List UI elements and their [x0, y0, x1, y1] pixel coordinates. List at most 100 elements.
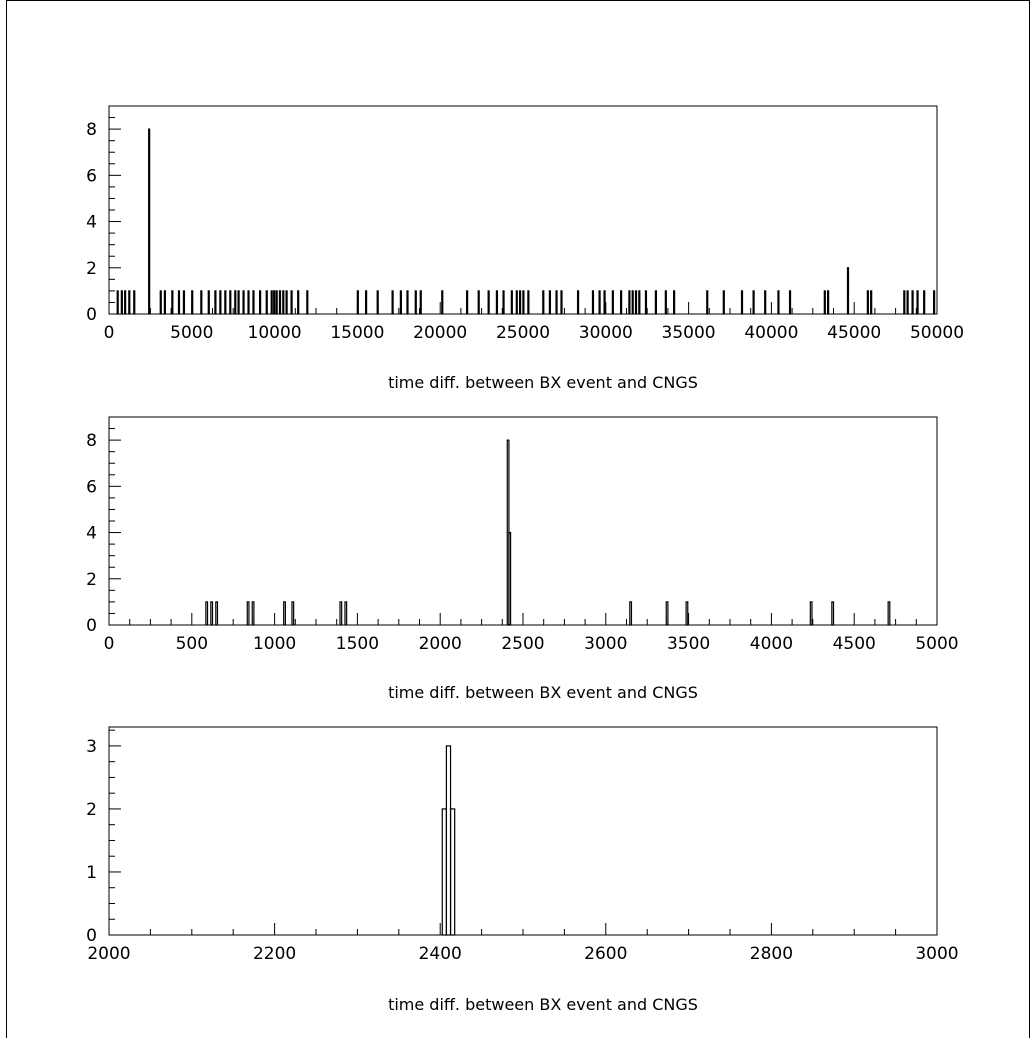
histogram-bar	[282, 290, 285, 315]
histogram-bar	[275, 290, 278, 315]
plot-frame-3	[108, 726, 938, 936]
figure-frame	[6, 0, 1030, 1038]
x-tick-label: 4000	[750, 634, 793, 654]
histogram-bar	[887, 601, 891, 626]
x-tick-label: 4500	[833, 634, 876, 654]
histogram-bar	[911, 290, 914, 315]
x-tick-label: 45000	[827, 323, 881, 343]
x-tick-label: 2600	[584, 944, 627, 964]
y-tick-label: 3	[86, 737, 97, 757]
x-axis-label-2: time diff. between BX event and CNGS	[388, 683, 698, 702]
histogram-bar	[603, 290, 606, 315]
histogram-bar	[846, 267, 850, 315]
histogram-bar	[449, 808, 456, 936]
histogram-bar	[555, 290, 558, 315]
histogram-bar	[124, 290, 127, 315]
histogram-bar	[237, 290, 240, 315]
histogram-bar	[823, 290, 826, 315]
histogram-bar	[259, 290, 262, 315]
axis-ticks-3: 2000 2200 2400 2600 2800 3000 0 1 2 3	[86, 729, 959, 964]
histogram-bar	[441, 290, 444, 315]
x-tick-label: 35000	[662, 323, 716, 343]
plot-frame-2	[108, 416, 938, 626]
histogram-bar	[638, 290, 641, 315]
histogram-bar	[306, 290, 309, 315]
histogram-bar	[278, 290, 282, 315]
histogram-panel-1: 0 5000 10000 15000 20000 25000 30000 35000 40000…	[86, 105, 964, 392]
histogram-bar	[620, 290, 623, 315]
x-tick-label: 30000	[579, 323, 633, 343]
histogram-bar	[502, 290, 505, 315]
y-tick-label: 4	[86, 213, 97, 233]
histogram-bar	[477, 290, 480, 315]
histogram-bar	[598, 290, 601, 315]
histogram-bar	[207, 290, 210, 315]
histogram-bar	[297, 290, 300, 315]
y-tick-label: 8	[86, 120, 97, 140]
histogram-bar	[285, 290, 288, 315]
histogram-bar	[933, 290, 936, 315]
x-tick-label: 1000	[253, 634, 296, 654]
histogram-bar	[809, 601, 813, 626]
histogram-bars-1	[116, 128, 936, 315]
histogram-bar	[344, 601, 348, 626]
histogram-bar	[673, 290, 676, 315]
histogram-bar	[628, 290, 631, 315]
histogram-bar	[665, 601, 669, 626]
y-tick-label: 2	[86, 259, 97, 279]
histogram-bar	[391, 290, 394, 315]
histogram-bar	[265, 290, 268, 315]
y-tick-label: 2	[86, 570, 97, 590]
x-tick-label: 15000	[330, 323, 384, 343]
histogram-bar	[591, 290, 595, 315]
histogram-bar	[270, 290, 273, 315]
histogram-bar	[706, 290, 709, 315]
y-tick-label: 4	[86, 524, 97, 544]
x-tick-label: 3500	[667, 634, 710, 654]
x-tick-label: 2000	[87, 944, 130, 964]
histogram-bar	[740, 290, 744, 315]
histogram-bar	[827, 290, 830, 315]
x-tick-label: 2400	[419, 944, 462, 964]
histogram-bar	[722, 290, 725, 315]
histogram-bar	[487, 290, 490, 315]
histogram-bar	[290, 290, 293, 315]
x-tick-label: 0	[104, 323, 115, 343]
histogram-bar	[406, 290, 409, 315]
histogram-bar	[445, 745, 452, 936]
x-tick-label: 2000	[419, 634, 462, 654]
histogram-bar	[788, 290, 792, 315]
histogram-bar	[654, 290, 657, 315]
histogram-bar	[764, 290, 767, 315]
histogram-bar	[629, 601, 633, 626]
x-tick-label: 5000	[170, 323, 213, 343]
y-tick-label: 0	[86, 926, 97, 946]
histogram-bar	[214, 290, 217, 315]
x-tick-label: 0	[104, 634, 115, 654]
histogram-bar	[148, 128, 151, 315]
x-tick-label: 500	[176, 634, 208, 654]
histogram-bar	[246, 601, 250, 626]
histogram-bar	[866, 290, 869, 315]
histogram-bar	[923, 290, 926, 315]
x-tick-label: 2500	[501, 634, 544, 654]
histogram-bar	[133, 290, 136, 315]
histogram-bar	[210, 601, 214, 626]
histogram-bar	[159, 290, 162, 315]
x-tick-label: 25000	[496, 323, 550, 343]
histogram-bar	[519, 290, 522, 315]
histogram-bar	[634, 290, 638, 315]
x-tick-label: 1500	[336, 634, 379, 654]
x-tick-label: 40000	[744, 323, 798, 343]
x-tick-label: 2200	[253, 944, 296, 964]
x-axis-label-1: time diff. between BX event and CNGS	[388, 373, 698, 392]
histogram-bar	[224, 290, 227, 315]
x-tick-label: 3000	[915, 944, 958, 964]
histogram-bar	[916, 290, 919, 315]
histogram-bar	[200, 290, 203, 315]
histogram-bar	[247, 290, 250, 315]
histogram-bar	[631, 290, 634, 315]
x-tick-label: 50000	[910, 323, 964, 343]
histogram-bar	[116, 290, 119, 315]
